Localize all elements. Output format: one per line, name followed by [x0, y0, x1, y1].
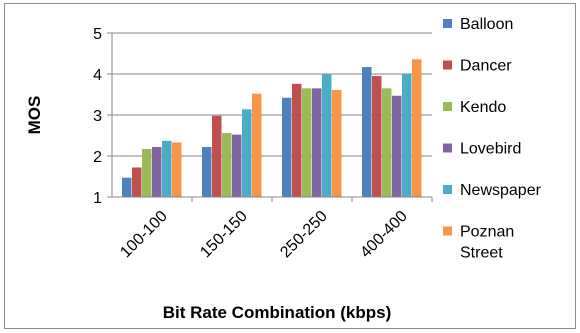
- legend-label: Kendo: [460, 99, 506, 116]
- legend-swatch: [443, 19, 452, 28]
- bar-newspaper: [322, 74, 332, 197]
- y-tick-label: 5: [93, 26, 102, 43]
- bar-dancer: [372, 76, 382, 197]
- x-tick-labels: 100-100 150-150 250-250 400-400: [117, 208, 411, 262]
- bar-dancer: [292, 83, 302, 197]
- bar-lovebird: [312, 88, 322, 197]
- bar-balloon: [202, 146, 212, 197]
- x-axis-title: Bit Rate Combination (kbps): [163, 303, 392, 322]
- legend-label: Dancer: [460, 58, 512, 75]
- y-tick-labels: 1 2 3 4 5: [93, 26, 102, 207]
- x-tick-label: 250-250: [277, 208, 331, 262]
- bar-kendo: [222, 133, 232, 197]
- bar-kendo: [142, 149, 152, 197]
- legend: Balloon Dancer Kendo Lovebird Newspaper Pozna…: [443, 16, 542, 262]
- x-tick-label: 100-100: [117, 208, 171, 262]
- legend-swatch: [443, 143, 452, 153]
- legend-label: Newspaper: [460, 182, 542, 199]
- y-tick-label: 2: [93, 149, 102, 166]
- legend-swatch: [443, 226, 452, 236]
- legend-label: Lovebird: [460, 141, 521, 158]
- x-tick-label: 400-400: [357, 208, 411, 262]
- y-axis-title: MOS: [25, 96, 44, 135]
- bar-poznan-street: [332, 89, 342, 197]
- legend-label: Balloon: [460, 16, 513, 33]
- bar-newspaper: [162, 140, 172, 197]
- bar-poznan-street: [252, 93, 262, 197]
- bar-lovebird: [152, 146, 162, 197]
- y-tick-label: 3: [93, 108, 102, 125]
- bar-balloon: [122, 177, 132, 197]
- bar-newspaper: [242, 109, 252, 197]
- bar-balloon: [362, 67, 372, 197]
- legend-swatch: [443, 102, 452, 111]
- bar-balloon: [282, 97, 292, 197]
- legend-label: Street: [460, 245, 503, 262]
- bar-lovebird: [232, 134, 242, 197]
- bar-poznan-street: [412, 59, 422, 197]
- bar-dancer: [212, 115, 222, 197]
- legend-swatch: [443, 185, 452, 194]
- bars: [122, 59, 422, 197]
- bar-kendo: [302, 88, 312, 197]
- y-tick-label: 4: [93, 67, 102, 84]
- bar-newspaper: [402, 74, 412, 197]
- axes: [111, 33, 433, 202]
- x-tick-label: 150-150: [197, 208, 251, 262]
- legend-swatch: [443, 60, 452, 70]
- bar-lovebird: [392, 95, 402, 197]
- bar-kendo: [382, 88, 392, 197]
- bar-dancer: [132, 167, 142, 197]
- bar-poznan-street: [172, 142, 182, 197]
- y-tick-label: 1: [93, 190, 102, 207]
- legend-label: Poznan: [460, 224, 514, 241]
